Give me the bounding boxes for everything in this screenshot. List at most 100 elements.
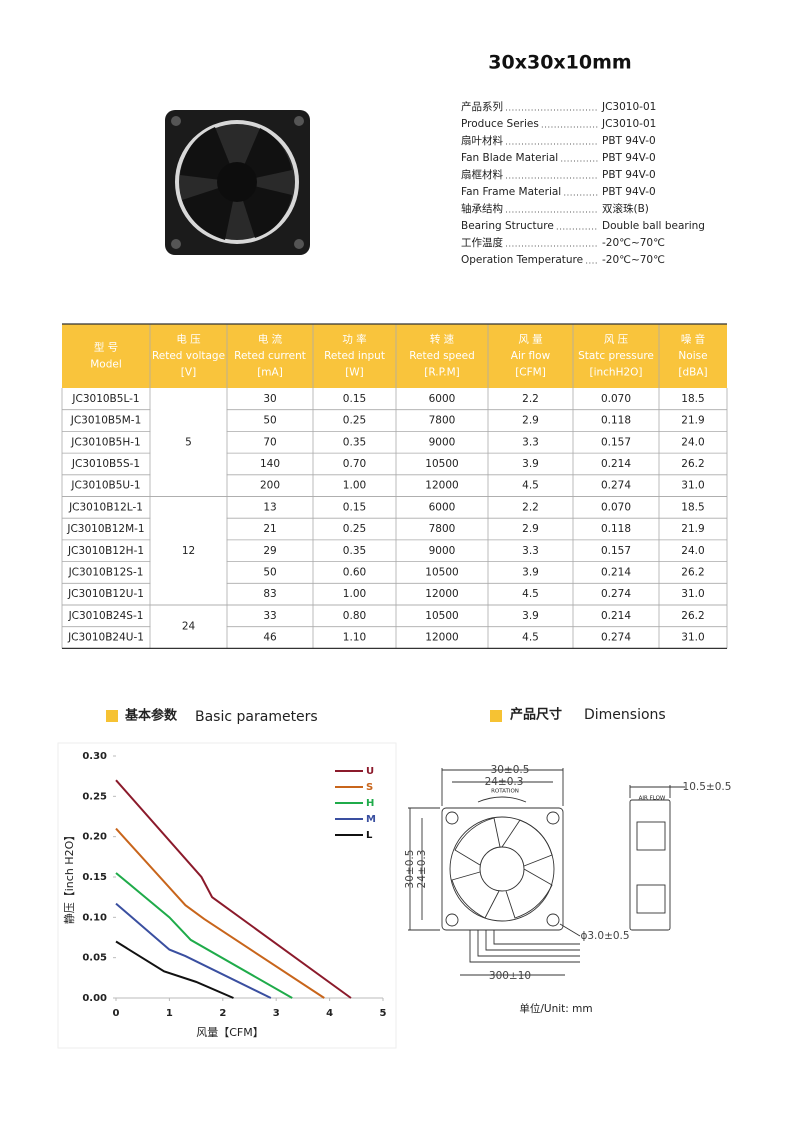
table-cell: 83	[263, 588, 276, 600]
header-text: Reted speed	[409, 350, 475, 362]
curve	[115, 872, 293, 999]
table-cell: 0.25	[343, 523, 366, 535]
spec-value: PBT 94V-0	[602, 152, 656, 164]
y-tick-label: 0.20	[82, 832, 107, 843]
table-cell: 200	[260, 480, 280, 492]
spec-value: 双滚珠(B)	[602, 202, 649, 215]
table-cell: 10500	[425, 458, 458, 470]
heading-zh: 产品尺寸	[510, 707, 562, 723]
table-cell: JC3010B12H-1	[67, 545, 144, 557]
page-title: 30x30x10mm	[488, 52, 631, 74]
curve	[115, 902, 272, 999]
x-tick-label: 5	[380, 1008, 387, 1019]
table-cell: 0.070	[601, 501, 631, 513]
table-cell: 0.214	[601, 566, 631, 578]
table-cell: 12000	[425, 632, 458, 644]
table-cell: 0.15	[343, 393, 366, 405]
table-cell: 0.60	[343, 566, 366, 578]
table-cell: 46	[263, 632, 277, 644]
table-cell: 2.9	[522, 523, 539, 535]
heading-en: Dimensions	[584, 707, 666, 723]
table-cell: 3.9	[522, 610, 539, 622]
table-cell: 4.5	[522, 632, 539, 644]
spec-value: PBT 94V-0	[602, 169, 656, 181]
table-cell: 2.2	[522, 501, 539, 513]
table-cell: JC3010B12M-1	[66, 523, 144, 535]
chart-frame	[57, 742, 397, 1049]
y-tick-label: 0.00	[82, 993, 107, 1004]
table-cell: 0.070	[601, 393, 631, 405]
heading-icon	[490, 710, 502, 722]
merged-cell	[150, 497, 227, 605]
table-cell: 0.35	[343, 436, 366, 448]
header-text: 风 量	[518, 333, 543, 345]
table-cell: 7800	[429, 415, 456, 427]
spec-value: Double ball bearing	[602, 220, 705, 232]
table-cell: 1.00	[343, 480, 366, 492]
table-cell: 0.118	[601, 523, 631, 535]
table-cell: 0.157	[601, 436, 631, 448]
dimension-label: 300±10	[489, 970, 531, 982]
header-text: [CFM]	[515, 367, 546, 379]
table-header-bg	[62, 324, 727, 388]
table-cell: 10500	[425, 610, 458, 622]
header-text: [inchH2O]	[589, 367, 642, 379]
table-cell: 0.118	[601, 415, 631, 427]
header-text: 转 速	[430, 332, 455, 345]
dimension-label: 30±0.5	[491, 764, 530, 776]
table-cell: 0.157	[601, 545, 631, 557]
voltage-cell: 5	[185, 436, 192, 448]
table-cell: 3.3	[522, 436, 539, 448]
heading-en: Basic parameters	[195, 709, 318, 725]
spec-label: 轴承结构	[461, 202, 503, 215]
merged-cell	[150, 388, 227, 496]
table-cell: 0.35	[343, 545, 366, 557]
table-cell: 12000	[425, 480, 458, 492]
header-text: Model	[90, 358, 122, 370]
legend-label: M	[366, 814, 376, 825]
header-text: [R.P.M]	[424, 367, 460, 379]
table-cell: 9000	[429, 545, 456, 557]
spec-value: -20℃~70℃	[602, 237, 665, 249]
dimension-label: ROTATION	[491, 789, 519, 795]
header-text: Air flow	[511, 350, 551, 362]
table-cell: 10500	[425, 566, 458, 578]
table-cell: JC3010B5H-1	[70, 436, 140, 448]
table-cell: 70	[263, 436, 276, 448]
y-tick-label: 0.25	[82, 791, 107, 802]
spec-table: 型 号 Model 电 压 Reted voltage [V] 电 流 Reted curr…	[61, 323, 728, 650]
header-text: 功 率	[342, 332, 366, 345]
x-tick-label: 0	[113, 1008, 120, 1019]
legend-label: L	[366, 830, 373, 841]
header-text: Noise	[678, 350, 707, 362]
spec-label: Bearing Structure	[461, 220, 554, 232]
legend-label: H	[366, 798, 374, 809]
header-text: 电 压	[176, 332, 201, 345]
table-cell: 1.10	[343, 632, 366, 644]
header-text: Reted voltage	[152, 350, 225, 362]
table-cell: JC3010B12L-1	[68, 501, 143, 513]
header-text: 型 号	[94, 341, 118, 354]
spec-value: JC3010-01	[601, 101, 656, 113]
spec-value: PBT 94V-0	[602, 135, 656, 147]
y-tick-label: 0.15	[82, 872, 107, 883]
table-cell: 3.3	[522, 545, 539, 557]
table-cell: 21.9	[681, 523, 704, 535]
dimension-label: 10.5±0.5	[683, 781, 732, 793]
table-cell: 31.0	[681, 632, 704, 644]
table-cell: 0.70	[343, 458, 366, 470]
table-cell: 30	[263, 393, 276, 405]
curve	[115, 827, 325, 999]
spec-label: Fan Frame Material	[461, 186, 561, 198]
table-cell: 13	[263, 501, 276, 513]
header-text: [dBA]	[678, 367, 707, 379]
dimension-label: 24±0.3	[485, 776, 524, 788]
x-tick-label: 1	[166, 1008, 173, 1019]
spec-label: 扇叶材料	[461, 134, 503, 147]
table-cell: 140	[260, 458, 280, 470]
table-cell: 21	[263, 523, 276, 535]
y-tick-label: 0.30	[82, 751, 107, 762]
table-cell: JC3010B12S-1	[68, 566, 144, 578]
table-cell: 31.0	[681, 588, 704, 600]
